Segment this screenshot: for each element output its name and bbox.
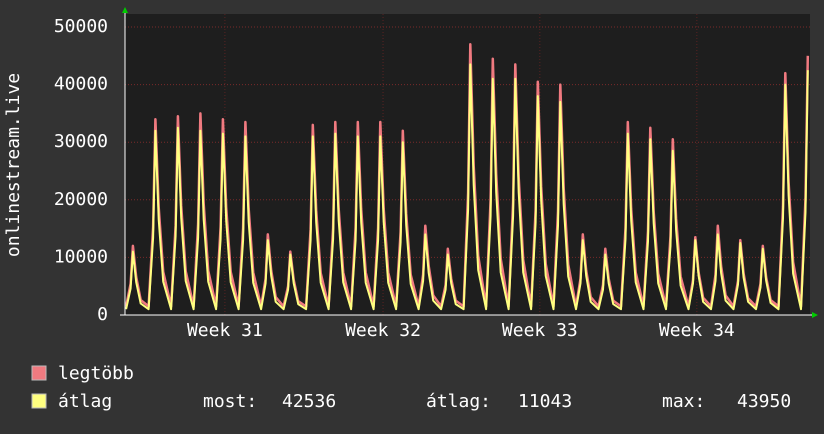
y-tick-label: 0 [97,304,108,325]
y-tick-label: 30000 [54,131,108,152]
series-line [125,63,809,311]
legend-label: átlag [58,391,112,412]
stat-label: max: [662,391,705,412]
lines [124,43,810,311]
x-tick-label: Week 31 [187,320,263,341]
y-tick-label: 40000 [54,74,108,95]
stat-value: 42536 [282,391,336,412]
x-tick-label: Week 32 [345,320,421,341]
axis-arrow [122,7,128,13]
legend-swatch [31,393,47,409]
y-tick-label: 20000 [54,189,108,210]
stat-label: most: [203,391,257,412]
legend-label: legtöbb [58,363,134,384]
axis-arrow [812,312,818,318]
stat-value: 43950 [737,391,791,412]
y-tick-label: 10000 [54,246,108,267]
y-tick-label: 50000 [54,16,108,37]
stat-label: átlag: [426,391,491,412]
x-tick-label: Week 33 [502,320,578,341]
x-tick-label: Week 34 [659,320,735,341]
y-axis-label: onlinestream.live [3,73,24,257]
legend-swatch [31,365,47,381]
stat-value: 11043 [518,391,572,412]
